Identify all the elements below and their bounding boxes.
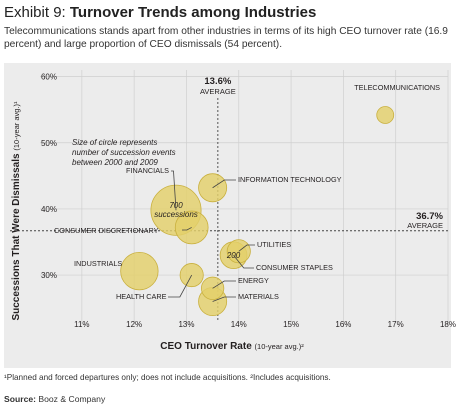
y-tick-label: 50% xyxy=(41,139,57,148)
point-label: MATERIALS xyxy=(238,292,279,301)
bubble-telecommunications xyxy=(376,106,395,124)
x-tick-label: 18% xyxy=(440,320,456,329)
point-labels: TELECOMMUNICATIONS INFORMATION TECHNOLOGY… xyxy=(54,83,440,302)
x-tick-label: 14% xyxy=(231,320,247,329)
x-tick-label: 16% xyxy=(335,320,351,329)
x-tick-label: 15% xyxy=(283,320,299,329)
x-axis-label-suffix: (10-year avg.)² xyxy=(255,342,305,351)
leader-line xyxy=(182,227,192,231)
y-average-label: AVERAGE xyxy=(407,221,443,230)
x-average-label: AVERAGE xyxy=(200,87,236,96)
source-line: Source: Booz & Company xyxy=(4,394,105,404)
footnote: ¹Planned and forced departures only; doe… xyxy=(4,373,331,382)
bubble-inner-label: 200 xyxy=(226,251,241,260)
point-label: CONSUMER STAPLES xyxy=(256,263,333,272)
y-axis-label-suffix: (10-year avg.)¹ xyxy=(12,101,21,151)
leader-line xyxy=(238,244,255,252)
point-label: INFORMATION TECHNOLOGY xyxy=(238,175,342,184)
source-text: Booz & Company xyxy=(36,394,106,404)
chart-subtitle: Telecommunications stands apart from oth… xyxy=(4,26,448,50)
x-tick-label: 11% xyxy=(74,320,89,329)
bubble-health-care xyxy=(179,263,204,288)
y-tick-label: 40% xyxy=(41,205,57,214)
leader-line xyxy=(171,170,177,211)
y-average-value: 36.7% xyxy=(416,211,443,222)
leader-line xyxy=(212,296,236,302)
y-axis-label: Successions That Were Dismissals (10-yea… xyxy=(11,101,22,321)
leader-line xyxy=(212,179,236,189)
gridlines xyxy=(40,70,449,324)
bubble-industrials xyxy=(120,251,159,291)
point-label: UTILITIES xyxy=(257,240,291,249)
point-label: TELECOMMUNICATIONS xyxy=(354,83,440,92)
point-label: ENERGY xyxy=(238,276,269,285)
x-tick-label: 12% xyxy=(126,320,142,329)
chart-title: Exhibit 9: Turnover Trends among Industr… xyxy=(4,4,316,21)
leader-line xyxy=(168,274,193,298)
y-tick-label: 30% xyxy=(41,271,57,280)
source-label: Source: xyxy=(4,394,36,404)
leader-line xyxy=(233,254,254,269)
x-average-value: 13.6% xyxy=(204,76,231,87)
y-tick-label: 60% xyxy=(41,73,57,82)
bubble-inner-label: 700 successions xyxy=(154,201,198,219)
exhibit-number: Exhibit 9: xyxy=(4,4,66,21)
x-axis-label: CEO Turnover Rate (10-year avg.)² xyxy=(160,341,304,352)
size-note: Size of circle represents number of succe… xyxy=(72,138,176,167)
x-tick-label: 13% xyxy=(178,320,194,329)
x-tick-label: 17% xyxy=(388,320,404,329)
point-label: INDUSTRIALS xyxy=(74,259,122,268)
exhibit-title: Turnover Trends among Industries xyxy=(69,4,317,21)
point-label: FINANCIALS xyxy=(126,166,169,175)
point-label: HEALTH CARE xyxy=(116,292,167,301)
point-label: CONSUMER DISCRETIONARY xyxy=(54,226,159,235)
leader-line xyxy=(212,280,236,289)
